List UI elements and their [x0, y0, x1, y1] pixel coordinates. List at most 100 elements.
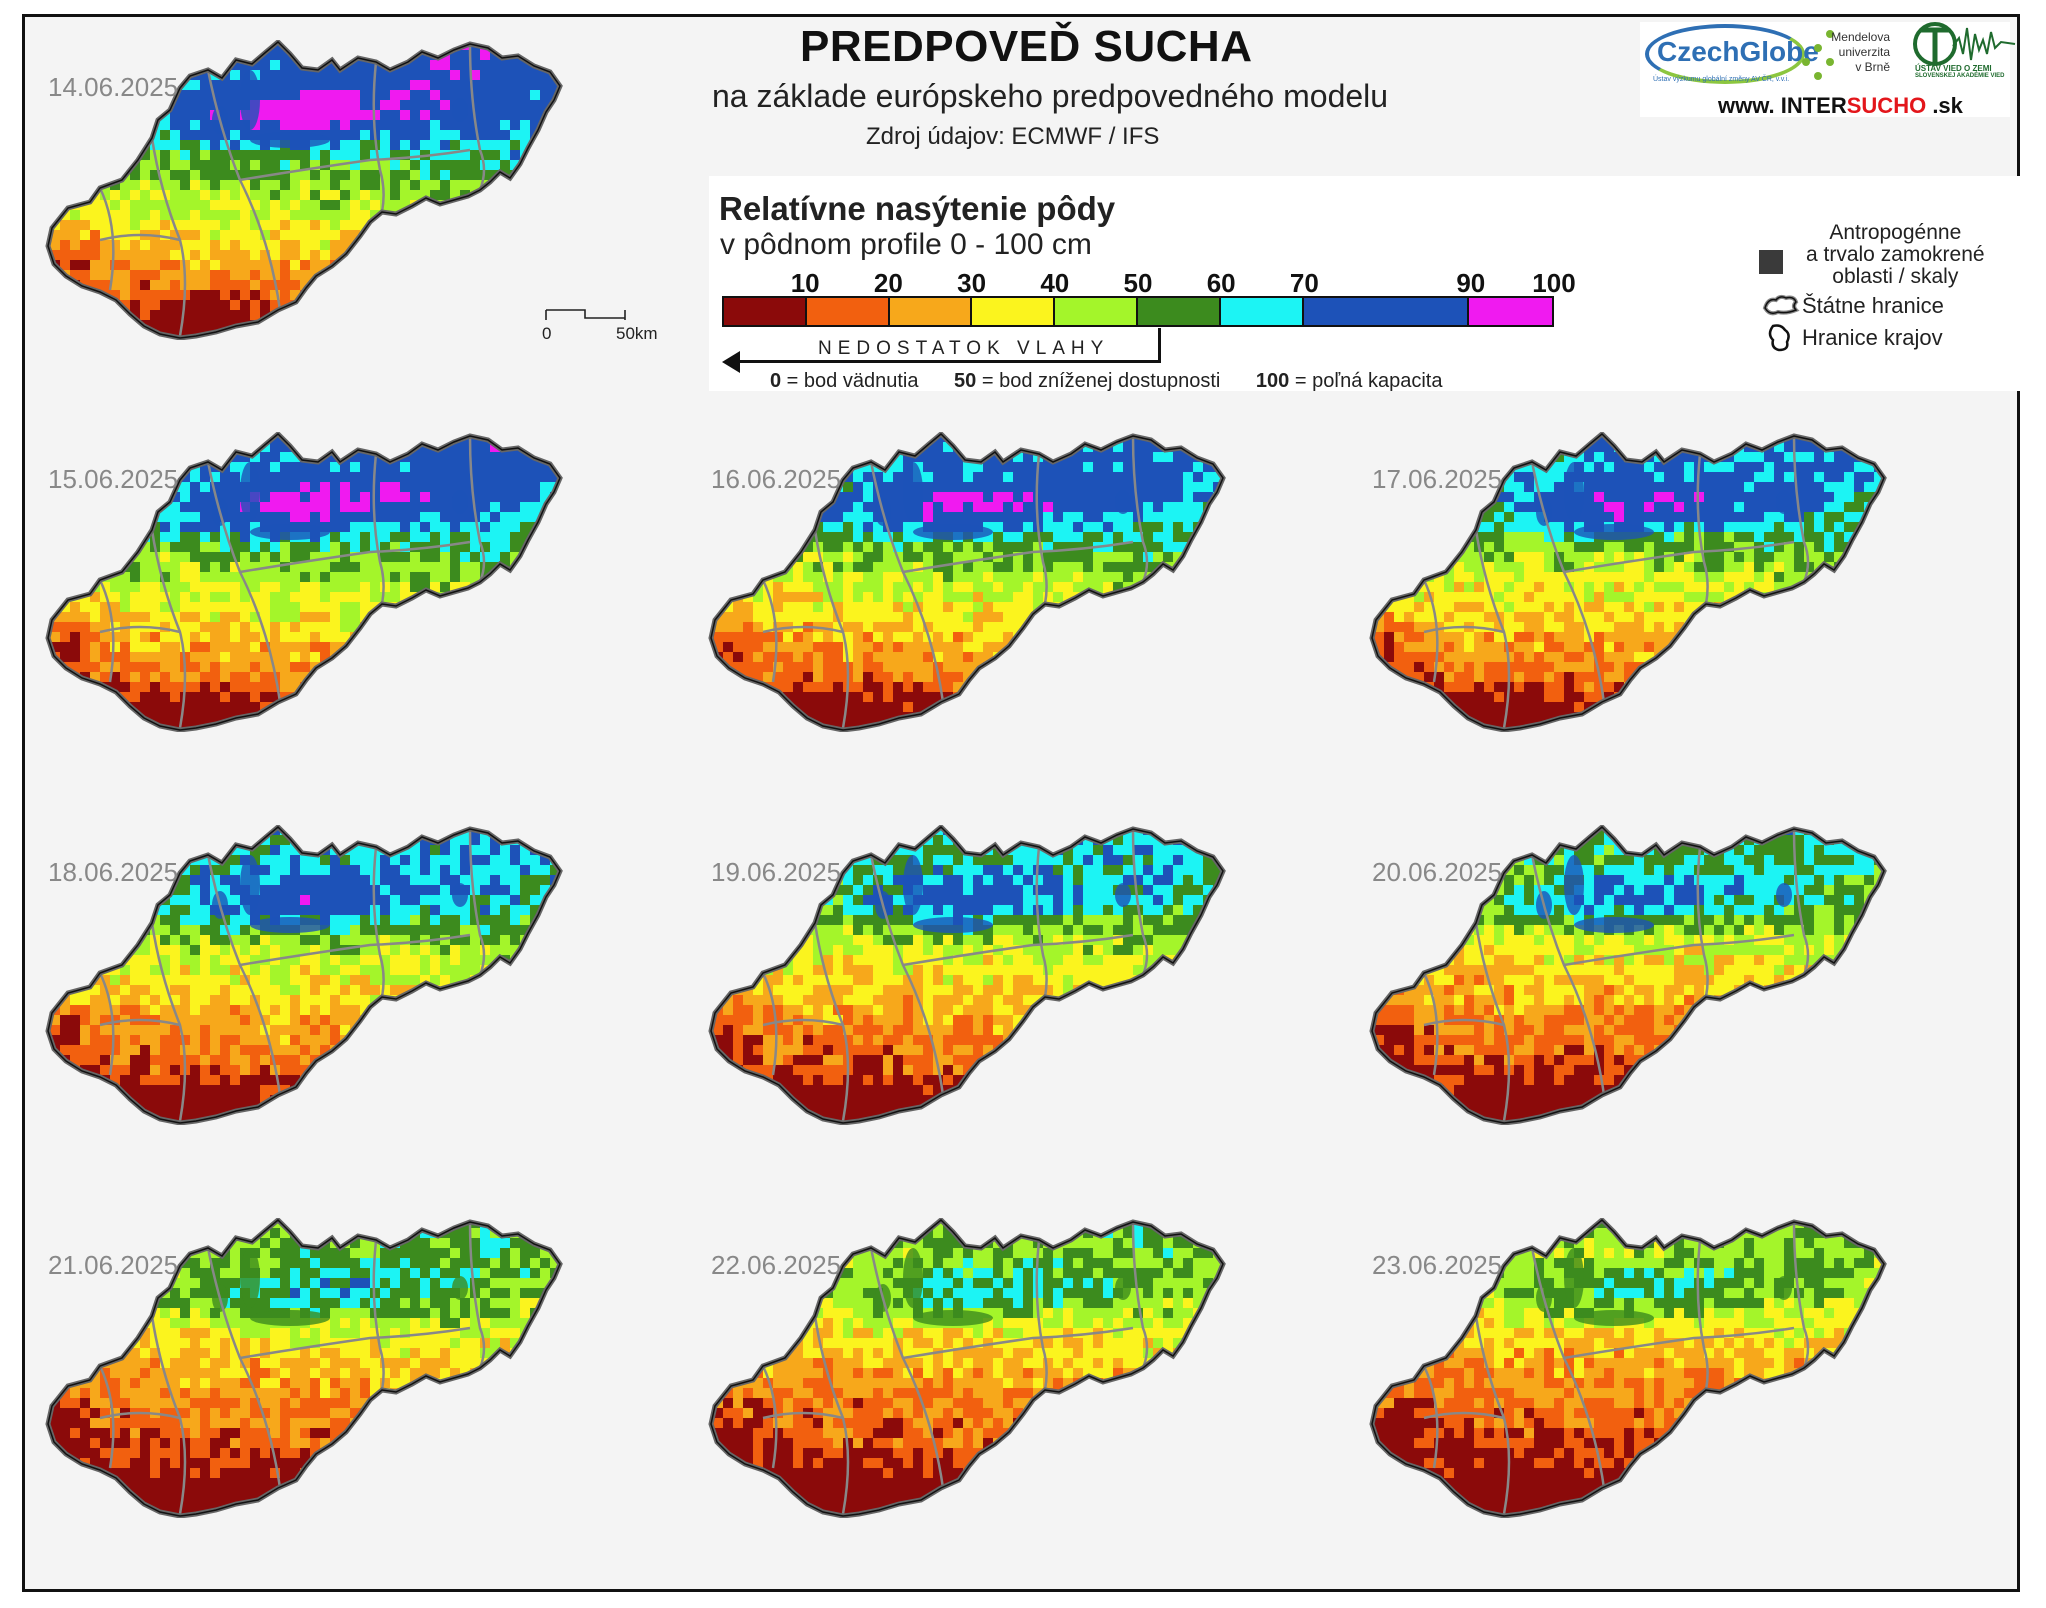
moisture-cell: [983, 622, 994, 633]
moisture-cell: [320, 140, 331, 151]
moisture-cell: [450, 642, 461, 653]
moisture-cell: [390, 110, 401, 121]
moisture-cell: [1203, 482, 1214, 493]
moisture-cell: [430, 130, 441, 141]
moisture-cell: [230, 290, 241, 301]
moisture-cell: [711, 592, 714, 603]
moisture-cell: [763, 652, 774, 663]
website-link[interactable]: www. INTERSUCHO .sk: [1718, 93, 1963, 119]
moisture-cell: [350, 130, 361, 141]
moisture-cell: [360, 492, 371, 503]
moisture-cell: [400, 310, 411, 321]
moisture-cell: [330, 522, 341, 533]
region-border: [99, 625, 181, 634]
moisture-cell: [180, 140, 191, 151]
moisture-cell: [490, 542, 501, 553]
moisture-cell: [530, 200, 541, 211]
moisture-cell: [1163, 582, 1174, 593]
region-border: [372, 61, 385, 213]
moisture-cell: [783, 542, 794, 553]
moisture-cell: [410, 90, 421, 101]
moisture-cell: [440, 462, 451, 473]
moisture-cell: [250, 60, 261, 71]
moisture-cell: [230, 482, 241, 493]
moisture-cell: [753, 532, 764, 543]
moisture-cell: [943, 462, 954, 473]
moisture-cell: [110, 120, 121, 131]
moisture-cell: [540, 692, 551, 703]
moisture-cell: [230, 210, 241, 221]
moisture-cell: [953, 572, 964, 583]
moisture-cell: [1083, 642, 1094, 653]
moisture-cell: [170, 492, 181, 503]
moisture-cell: [310, 50, 321, 61]
moisture-cell: [520, 562, 531, 573]
moisture-cell: [843, 622, 854, 633]
moisture-cell: [1133, 462, 1144, 473]
moisture-cell: [500, 330, 511, 338]
moisture-cell: [130, 250, 141, 261]
moisture-cell: [180, 582, 191, 593]
moisture-cell: [993, 502, 1004, 513]
moisture-cell: [833, 452, 844, 463]
seismograph-icon: [1913, 22, 2016, 66]
colorbar-segment: [724, 298, 807, 325]
moisture-cell: [520, 140, 531, 151]
moisture-cell: [1033, 482, 1044, 493]
moisture-cell: [773, 522, 784, 533]
moisture-cell: [1013, 434, 1024, 443]
moisture-cell: [430, 180, 441, 191]
moisture-cell: [50, 190, 61, 201]
moisture-cell: [190, 512, 201, 523]
moisture-cell: [340, 662, 351, 673]
moisture-cell: [380, 310, 391, 321]
moisture-cell: [550, 552, 560, 563]
moisture-cell: [320, 582, 331, 593]
moisture-cell: [933, 492, 944, 503]
moisture-cell: [230, 462, 241, 473]
ustav-logo-text: ÚSTAV VIED O ZEMI: [1915, 64, 1992, 73]
moisture-cell: [1694, 434, 1705, 443]
moisture-cell: [983, 592, 994, 603]
moisture-cell: [480, 492, 491, 503]
moisture-cell: [1133, 452, 1144, 463]
moisture-cell: [300, 230, 311, 241]
moisture-cell: [973, 602, 984, 613]
moisture-cell: [280, 330, 291, 338]
moisture-cell: [1183, 582, 1194, 593]
moisture-cell: [270, 482, 281, 493]
region-border: [761, 579, 778, 683]
moisture-cell: [220, 310, 231, 321]
moisture-cell: [1003, 472, 1014, 483]
moisture-cell: [843, 702, 854, 713]
moisture-cell: [1023, 632, 1034, 643]
moisture-cell: [200, 572, 211, 583]
moisture-cell: [540, 622, 551, 633]
wet-patch: [452, 98, 468, 122]
moisture-cell: [48, 652, 51, 663]
moisture-cell: [310, 712, 321, 723]
moisture-cell: [520, 612, 531, 623]
moisture-cell: [823, 532, 834, 543]
moisture-cell: [180, 150, 191, 161]
moisture-cell: [560, 622, 571, 633]
moisture-cell: [70, 502, 81, 513]
moisture-cell: [540, 80, 551, 91]
moisture-cell: [560, 280, 571, 291]
moisture-cell: [1203, 702, 1214, 713]
moisture-cell: [420, 622, 431, 633]
moisture-cell: [430, 60, 441, 71]
moisture-cell: [220, 572, 231, 583]
moisture-cell: [1223, 462, 1234, 473]
moisture-cell: [983, 512, 994, 523]
moisture-cell: [1213, 522, 1223, 533]
moisture-cell: [510, 642, 521, 653]
moisture-cell: [180, 200, 191, 211]
moisture-cell: [370, 702, 381, 713]
moisture-cell: [50, 532, 61, 543]
moisture-cell: [520, 572, 531, 583]
moisture-cell: [80, 662, 91, 673]
moisture-cell: [883, 442, 894, 453]
moisture-cell: [270, 582, 281, 593]
moisture-cell: [390, 310, 401, 321]
